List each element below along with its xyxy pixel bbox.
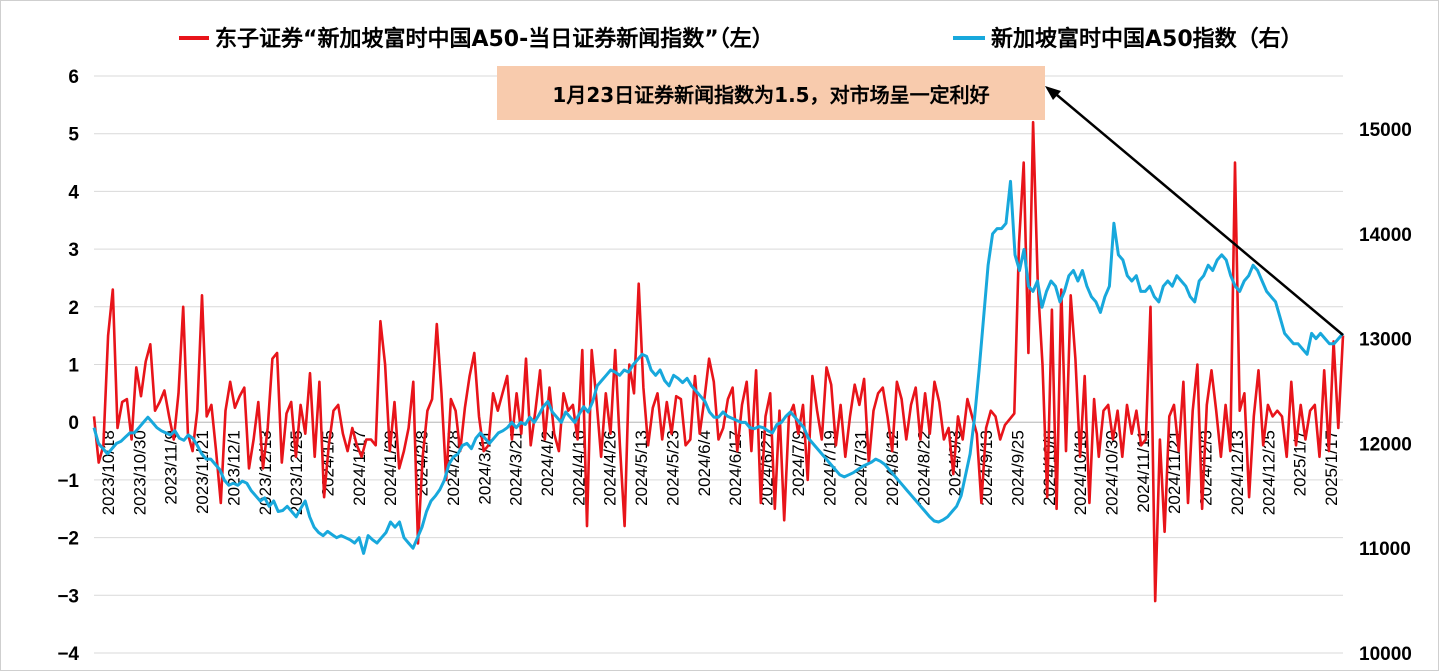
x-tick-label: 2024/11/11 [1134, 430, 1153, 513]
left-tick-label: −3 [57, 586, 79, 607]
left-tick-label: −4 [57, 644, 79, 665]
x-tick-label: 2024/5/13 [632, 430, 651, 506]
x-tick-label: 2024/4/16 [569, 430, 588, 506]
left-tick-label: 1 [68, 356, 79, 377]
x-tick-label: 2024/4/2 [538, 430, 557, 496]
x-tick-label: 2024/8/22 [914, 430, 933, 506]
left-tick-label: −1 [57, 471, 79, 492]
series-layer [92, 120, 1345, 603]
right-tick-label: 11000 [1359, 539, 1411, 560]
left-tick-label: 6 [68, 67, 79, 88]
legend-label-blue: 新加坡富时中国A50指数（右） [991, 26, 1303, 52]
annotation-arrow-line [1050, 89, 1344, 336]
x-tick-label: 2024/10/18 [1071, 430, 1090, 515]
right-tick-label: 13000 [1359, 330, 1412, 351]
x-tick-label: 2024/6/4 [695, 430, 714, 496]
left-tick-label: −2 [57, 529, 79, 550]
x-tick-label: 2023/12/1 [224, 430, 243, 506]
x-tick-label: 2024/4/26 [601, 430, 620, 506]
left-tick-label: 0 [68, 413, 79, 434]
annotation-box: 1月23日证券新闻指数为1.5，对市场呈一定利好 [497, 66, 1045, 120]
right-tick-label: 14000 [1359, 225, 1412, 246]
x-tick-label: 2023/11/9 [162, 430, 181, 504]
left-tick-label: 4 [68, 182, 79, 203]
x-tick-label: 2024/12/13 [1228, 430, 1247, 515]
x-tick-label: 2024/1/29 [381, 430, 400, 506]
x-tick-label: 2023/11/21 [193, 430, 212, 514]
x-tick-label: 2024/10/30 [1102, 430, 1121, 515]
legend: 东子证券“新加坡富时中国A50-当日证券新闻指数”（左） 新加坡富时中国A50指… [179, 26, 1303, 52]
annotation-arrow [1045, 86, 1344, 336]
x-tick-label: 2024/3/21 [507, 430, 526, 506]
x-tick-label: 2024/9/25 [1008, 430, 1027, 506]
right-tick-label: 12000 [1359, 434, 1412, 455]
x-tick-label: 2024/7/9 [789, 430, 808, 496]
x-tick-label: 2024/7/19 [820, 430, 839, 506]
right-tick-label: 10000 [1359, 644, 1412, 665]
x-axis: 2023/10/18 2023/10/30 2023/11/9 2023/11/21 2… [94, 421, 1343, 515]
x-tick-label: 2024/12/25 [1259, 430, 1278, 515]
x-tick-label: 2024/8/12 [883, 430, 902, 506]
right-axis: 10000 11000 12000 13000 14000 15000 [1359, 120, 1412, 665]
x-tick-label: 2024/6/17 [726, 430, 745, 506]
x-tick-label: 2023/12/25 [287, 430, 306, 515]
x-tick-label: 2023/10/30 [130, 430, 149, 515]
series-line-news-index [92, 120, 1345, 603]
left-axis: −4 −3 −2 −1 0 1 2 3 4 5 6 [57, 67, 79, 665]
x-tick-label: 2024/5/23 [663, 430, 682, 506]
annotation-arrow-head [1045, 86, 1061, 100]
left-tick-label: 3 [68, 240, 79, 261]
left-tick-label: 5 [68, 125, 79, 146]
series-line-a50-index [92, 179, 1345, 555]
right-tick-label: 15000 [1359, 120, 1412, 141]
x-tick-label: 2025/1/17 [1322, 430, 1341, 506]
legend-label-red: 东子证券“新加坡富时中国A50-当日证券新闻指数”（左） [215, 26, 774, 52]
left-tick-label: 2 [68, 298, 79, 319]
x-tick-label: 2024/3/11 [475, 430, 494, 504]
annotation-text: 1月23日证券新闻指数为1.5，对市场呈一定利好 [552, 82, 990, 107]
x-tick-label: 2025/1/7 [1291, 430, 1310, 496]
